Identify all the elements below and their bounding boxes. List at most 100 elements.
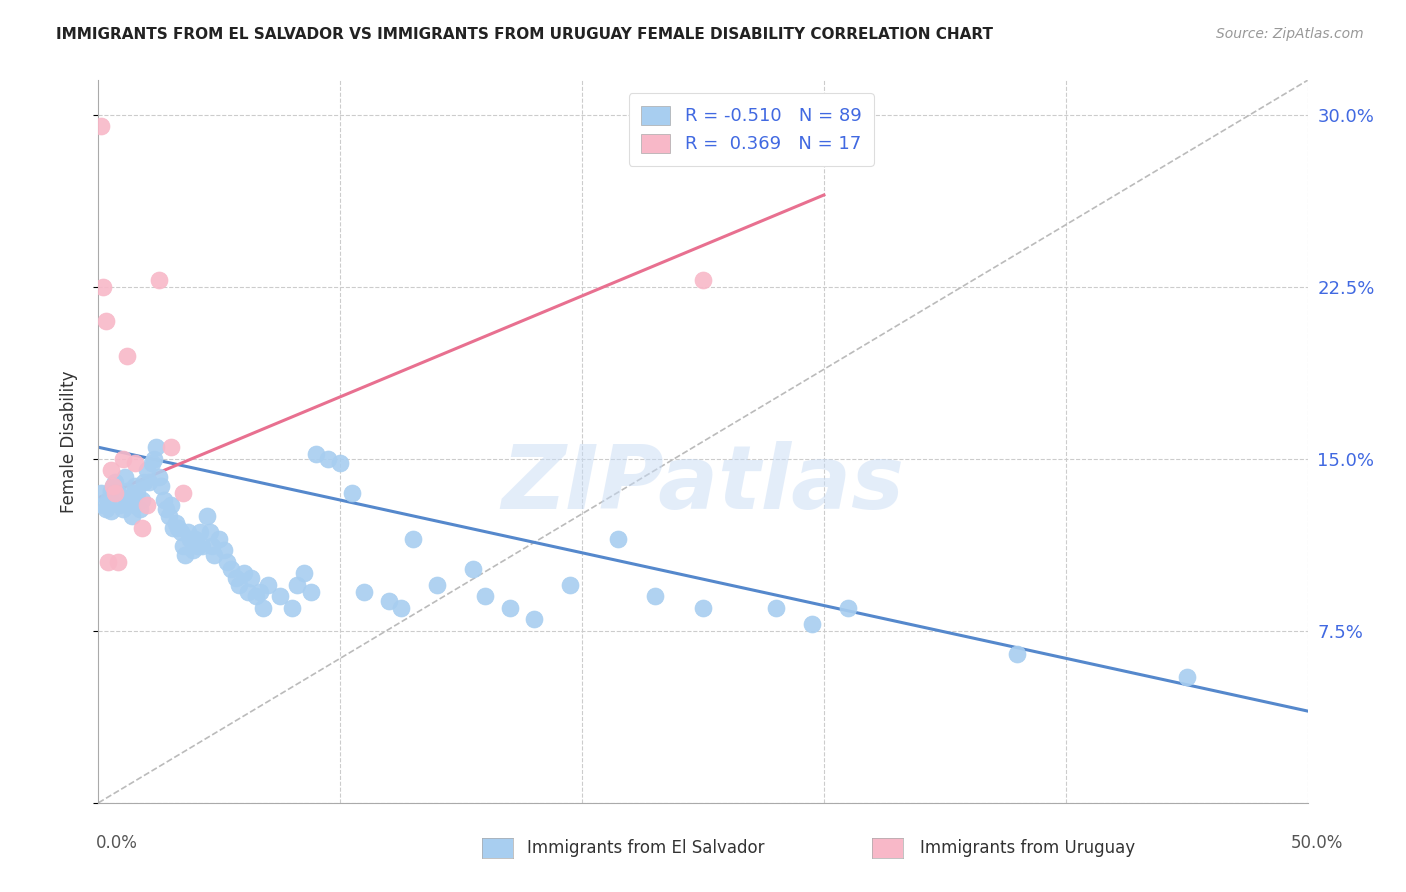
Point xyxy=(184,532,207,546)
Point xyxy=(692,600,714,615)
Point xyxy=(91,498,114,512)
Point xyxy=(117,349,139,363)
Point xyxy=(269,590,291,604)
Point xyxy=(145,440,167,454)
Y-axis label: Female Disability: Female Disability xyxy=(59,370,77,513)
Point xyxy=(124,479,146,493)
Point xyxy=(165,516,187,530)
Point xyxy=(94,502,117,516)
Point xyxy=(474,590,496,604)
Point xyxy=(134,475,156,489)
Point xyxy=(208,532,231,546)
Point xyxy=(131,520,153,534)
Legend: R = -0.510   N = 89, R =  0.369   N = 17: R = -0.510 N = 89, R = 0.369 N = 17 xyxy=(628,93,875,166)
Point xyxy=(124,498,146,512)
Text: 50.0%: 50.0% xyxy=(1291,834,1343,852)
Point xyxy=(1007,647,1029,661)
Point xyxy=(101,479,124,493)
Point xyxy=(100,483,122,498)
Point xyxy=(121,509,143,524)
Point xyxy=(292,566,315,581)
Point xyxy=(238,584,260,599)
Point xyxy=(204,548,226,562)
Point xyxy=(187,539,209,553)
Point xyxy=(285,578,308,592)
Point xyxy=(389,600,412,615)
Point xyxy=(316,451,339,466)
Text: Immigrants from El Salvador: Immigrants from El Salvador xyxy=(527,839,765,857)
Text: ZIPatlas: ZIPatlas xyxy=(502,442,904,528)
Point xyxy=(463,562,485,576)
Point xyxy=(90,119,112,133)
Text: Immigrants from Uruguay: Immigrants from Uruguay xyxy=(920,839,1135,857)
Point xyxy=(97,555,120,569)
Point xyxy=(195,509,218,524)
Point xyxy=(101,479,124,493)
Point xyxy=(100,504,122,518)
Point xyxy=(800,616,823,631)
Point xyxy=(94,314,117,328)
Point xyxy=(127,486,149,500)
Point xyxy=(201,539,224,553)
Point xyxy=(162,520,184,534)
Point xyxy=(157,509,180,524)
Point xyxy=(198,525,221,540)
Point xyxy=(837,600,859,615)
Point xyxy=(141,456,163,470)
Point xyxy=(100,463,122,477)
Point xyxy=(111,451,134,466)
Point xyxy=(1175,670,1198,684)
Point xyxy=(239,571,262,585)
Point xyxy=(558,578,581,592)
Point xyxy=(114,470,136,484)
Point xyxy=(135,463,157,477)
Point xyxy=(256,578,278,592)
Point xyxy=(221,562,243,576)
Text: IMMIGRANTS FROM EL SALVADOR VS IMMIGRANTS FROM URUGUAY FEMALE DISABILITY CORRELA: IMMIGRANTS FROM EL SALVADOR VS IMMIGRANT… xyxy=(56,27,993,42)
Point xyxy=(104,486,127,500)
Point xyxy=(97,493,120,508)
Point xyxy=(426,578,449,592)
Point xyxy=(225,571,247,585)
Point xyxy=(249,584,271,599)
Point xyxy=(177,525,200,540)
Point xyxy=(104,475,127,489)
Point xyxy=(191,539,214,553)
Point xyxy=(181,543,204,558)
Point xyxy=(160,498,183,512)
Point xyxy=(90,486,112,500)
Point xyxy=(377,594,399,608)
Point xyxy=(135,498,157,512)
Point xyxy=(692,273,714,287)
Point xyxy=(342,486,364,500)
Point xyxy=(402,532,425,546)
Point xyxy=(305,447,328,461)
Point xyxy=(124,456,146,470)
Point xyxy=(607,532,630,546)
Point xyxy=(169,525,191,540)
Point xyxy=(232,566,254,581)
Text: 0.0%: 0.0% xyxy=(96,834,138,852)
Point xyxy=(212,543,235,558)
Point xyxy=(188,525,211,540)
Point xyxy=(138,475,160,489)
Point xyxy=(174,548,197,562)
Point xyxy=(172,539,194,553)
Point xyxy=(107,486,129,500)
Point xyxy=(128,502,150,516)
Point xyxy=(111,502,134,516)
Point xyxy=(498,600,520,615)
Point xyxy=(143,451,166,466)
Point xyxy=(228,578,250,592)
Point xyxy=(117,483,139,498)
Point xyxy=(131,493,153,508)
Point xyxy=(329,456,352,470)
Point xyxy=(644,590,666,604)
Point xyxy=(155,502,177,516)
Point xyxy=(245,590,267,604)
Point xyxy=(299,584,322,599)
Point xyxy=(148,273,170,287)
Point xyxy=(160,440,183,454)
Point xyxy=(118,491,141,505)
Point xyxy=(281,600,304,615)
